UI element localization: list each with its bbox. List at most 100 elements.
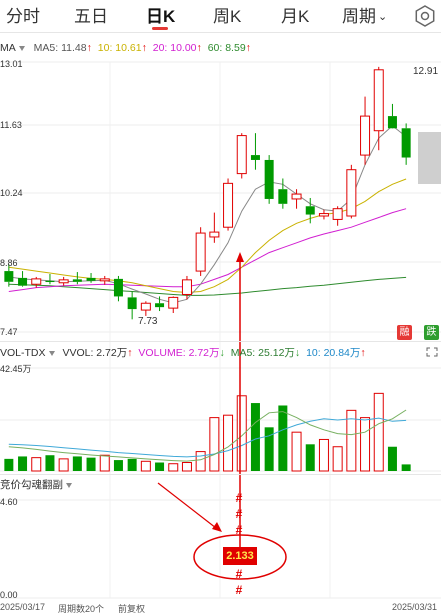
volume-indicator-name[interactable]: VOL-TDX xyxy=(0,347,46,359)
candle-body-down xyxy=(113,278,123,297)
tab-week-k[interactable]: 周K xyxy=(213,7,242,26)
ma-legend-name[interactable]: MA xyxy=(0,42,16,54)
signal-hash-mark: # xyxy=(235,583,243,597)
volume-indicator-divider xyxy=(0,474,441,475)
chart-gridlines xyxy=(0,61,441,599)
tab-divider xyxy=(0,32,441,33)
volume-bars xyxy=(4,392,411,472)
expand-icon[interactable] xyxy=(425,346,439,358)
volume-bar-up xyxy=(346,409,357,472)
candle-body-down xyxy=(127,297,137,310)
ma10-arrow: ↑ xyxy=(141,42,147,54)
candle-body-up xyxy=(346,169,357,217)
active-tab-indicator xyxy=(152,27,168,30)
volume-arrow: ↓ xyxy=(219,347,225,359)
candle-body-up xyxy=(58,279,69,284)
vol-ma10-value: 10: 20.84万 xyxy=(306,347,361,359)
indicator-value-marker: 2.133 xyxy=(223,547,257,565)
volume-bar-up xyxy=(373,392,384,472)
candle-body-up xyxy=(99,278,110,282)
candle-body-up xyxy=(31,278,42,285)
tab-minute[interactable]: 分时 xyxy=(6,7,40,26)
tab-day-k[interactable]: 日K xyxy=(146,7,176,26)
candle-body-down xyxy=(387,116,397,129)
ma20-arrow: ↑ xyxy=(196,42,202,54)
price-volume-divider xyxy=(0,341,441,342)
tab-period[interactable]: 周期 ⌄ xyxy=(342,2,387,27)
volume-bar-up xyxy=(360,417,371,472)
candle-body-down xyxy=(4,271,14,282)
annotation-ellipse xyxy=(193,534,287,580)
x-axis-start-date: 2025/03/17 xyxy=(0,602,46,612)
gear-icon[interactable] xyxy=(413,4,437,28)
volume-bar-up xyxy=(291,431,302,472)
indicator-axis-top: 4.60 xyxy=(0,497,18,507)
volume-legend: VOL-TDX VVOL: 2.72万↑ VOLUME: 2.72万↓ MA5:… xyxy=(0,345,366,360)
adjust-mode-label[interactable]: 前复权 xyxy=(118,604,146,614)
volume-bar-up xyxy=(318,438,329,472)
price-axis-mid: 10.24 xyxy=(0,188,23,198)
candle-body-down xyxy=(18,277,28,286)
period-tab-bar: 分时 五日 日K 周K 月K 周期 ⌄ xyxy=(0,0,441,32)
volume-bar-down xyxy=(387,446,397,471)
price-axis-high-mid: 11.63 xyxy=(0,120,22,130)
volume-bar-down xyxy=(155,462,165,471)
signal-hash-mark: # xyxy=(235,507,243,521)
signal-arrow-head xyxy=(236,252,244,262)
volume-value: VOLUME: 2.72万 xyxy=(138,347,220,359)
indicator-dropdown-icon xyxy=(66,482,72,488)
volume-bar-down xyxy=(250,403,260,471)
volume-bar-up xyxy=(223,414,234,472)
volume-axis-top: 42.45万 xyxy=(0,364,32,374)
ma60-line xyxy=(8,276,407,296)
candle-body-down xyxy=(72,279,82,282)
sell-badge[interactable]: 跌 xyxy=(424,325,439,340)
volume-bar-up xyxy=(58,458,69,472)
ma5-value: MA5: 11.48 xyxy=(33,42,87,54)
volume-bar-up xyxy=(168,463,179,472)
candle-body-down xyxy=(305,206,315,215)
volume-bar-down xyxy=(305,444,315,471)
signal-hash-mark: # xyxy=(235,567,243,581)
tab-period-label: 周期 xyxy=(342,7,376,26)
candle-body-up xyxy=(223,182,234,228)
annotation-arrow-head xyxy=(212,522,222,532)
volume-bar-down xyxy=(72,456,82,471)
tab-month-k[interactable]: 月K xyxy=(281,7,310,26)
tab-five-day[interactable]: 五日 xyxy=(74,7,108,26)
vvol-value: VVOL: 2.72万 xyxy=(62,347,128,359)
volume-bar-up xyxy=(332,446,343,472)
candle-body-up xyxy=(209,231,220,238)
candle-body-up xyxy=(195,232,206,272)
candle-body-up xyxy=(236,135,247,175)
signal-hash-mark: # xyxy=(235,523,243,537)
ma60-value: 60: 8.59 xyxy=(207,42,246,54)
candle-body-up xyxy=(168,296,179,309)
price-axis-low-mid: 8.86 xyxy=(0,258,18,268)
candle-body-down xyxy=(401,128,411,158)
indicator-selector[interactable]: 竞价勾魂翻副 xyxy=(0,477,72,492)
volume-bar-up xyxy=(99,454,110,472)
volume-ma5-line xyxy=(8,409,407,462)
candle-body-up xyxy=(181,279,192,295)
side-panel-toggle[interactable] xyxy=(418,132,441,184)
volume-bar-up xyxy=(236,395,247,472)
signal-hash-column-top: # # # xyxy=(232,490,246,538)
volume-ma10-line xyxy=(8,417,407,458)
volume-dropdown-icon[interactable] xyxy=(48,350,55,356)
volume-bar-down xyxy=(4,458,14,471)
ma5-arrow: ↑ xyxy=(86,42,92,54)
signal-hash-mark: # xyxy=(235,491,243,505)
ma60-arrow: ↑ xyxy=(245,42,251,54)
candle-body-up xyxy=(291,193,302,200)
vol-ma5-value: MA5: 25.12万 xyxy=(230,347,295,359)
ma-legend: MA MA5: 11.48↑ 10: 10.61↑ 20: 10.00↑ 60:… xyxy=(0,42,251,54)
buy-badge[interactable]: 融 xyxy=(397,325,412,340)
ma-dropdown-icon[interactable] xyxy=(18,45,25,51)
signal-hash-column-bottom: # # xyxy=(232,566,246,598)
candle-body-up xyxy=(332,208,343,220)
volume-bar-up xyxy=(31,457,42,472)
price-axis-top: 13.01 xyxy=(0,59,23,69)
price-axis-bottom: 7.47 xyxy=(0,327,18,337)
